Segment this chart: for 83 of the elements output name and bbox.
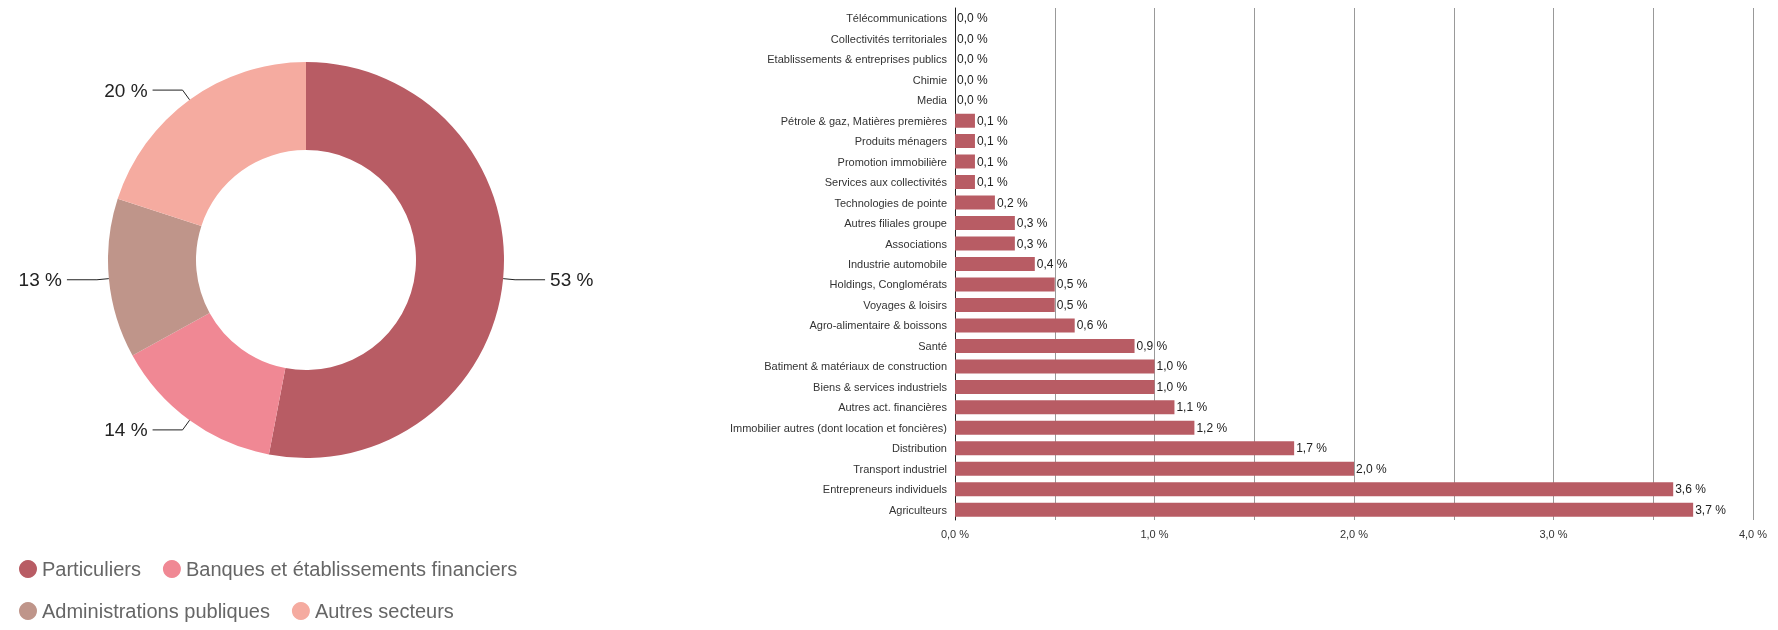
y-tick-label: Immobilier autres (dont location et foncières) [729,421,947,434]
y-tick-label: Distribution [891,442,947,455]
bar [955,134,975,149]
y-tick-label: Technologies de pointe [834,196,947,209]
data-label: 0,6 % [1076,318,1108,333]
bar [955,257,1035,271]
bar [955,461,1354,476]
data-label: 0,2 % [996,195,1028,210]
data-label: 0,1 % [976,134,1008,149]
y-tick-label: Associations [885,237,948,250]
data-label: 0,0 % [957,72,989,87]
y-tick-label: Produits ménagers [854,135,948,148]
legend-label: Particuliers [42,558,141,580]
x-tick-label: 3,0 % [1539,527,1568,540]
data-label: 1,0 % [1156,359,1188,374]
bar [955,236,1015,251]
legend-label: Administrations publiques [42,600,270,622]
bar [955,359,1155,374]
y-tick-label: Etablissements & entreprises publics [767,53,948,66]
data-label: 2,0 % [1356,461,1388,476]
data-label: 0,3 % [1016,236,1048,251]
legend-label: Banques et établissements financiers [185,558,518,580]
bar [955,482,1674,497]
data-label: 14 % [104,419,148,441]
y-tick-label: Agro-alimentaire & boissons [809,319,948,332]
y-tick-label: Media [917,94,948,107]
data-label: 3,7 % [1695,502,1727,517]
data-label: 1,0 % [1156,379,1188,394]
bar [955,420,1195,435]
legend-label: Autres secteurs [314,600,454,622]
bar [955,441,1295,456]
bar [955,379,1155,394]
y-tick-label: Pétrole & gaz, Matières premières [780,114,948,127]
bar [955,318,1075,333]
y-tick-label: Promotion immobilière [837,155,947,168]
bar [955,277,1055,292]
bar [955,297,1055,312]
data-label: 0,0 % [957,52,989,67]
y-tick-label: Chimie [912,73,947,86]
data-label: 0,5 % [1056,297,1088,312]
data-label: 1,2 % [1196,420,1228,435]
bar [955,175,975,190]
y-tick-label: Holdings, Conglomérats [829,278,948,291]
y-tick-label: Services aux collectivités [824,176,948,189]
bar [955,338,1135,353]
bar [955,400,1175,415]
data-label: 0,1 % [976,113,1008,128]
data-label: 0,0 % [957,11,989,26]
bar [955,195,995,210]
x-tick-label: 0,0 % [940,527,970,540]
data-label: 0,3 % [1016,216,1048,231]
data-label: 0,4 % [1036,257,1068,271]
data-label: 0,1 % [976,154,1008,169]
data-label: 13 % [18,269,63,291]
x-tick-label: 2,0 % [1339,527,1369,540]
data-label: 0,9 % [1136,338,1168,353]
y-tick-label: Transport industriel [853,462,947,475]
y-tick-label: Biens & services industriels [813,380,948,393]
y-tick-label: Voyages & loisirs [863,298,948,311]
data-label: 1,1 % [1176,400,1208,415]
y-tick-label: Entrepreneurs individuels [822,483,948,496]
data-label: 0,0 % [957,93,989,108]
bar [955,502,1694,517]
y-tick-label: Autres filiales groupe [844,217,947,230]
data-label: 53 % [550,269,594,291]
bar [955,154,975,169]
y-tick-label: Industrie automobile [847,258,947,270]
data-label: 0,0 % [957,31,989,46]
data-label: 20 % [104,79,148,101]
data-label: 0,5 % [1056,277,1088,292]
x-tick-label: 4,0 % [1738,527,1768,540]
y-tick-label: Agriculteurs [888,503,948,516]
data-label: 1,7 % [1296,441,1328,456]
data-label: 0,1 % [976,175,1008,190]
y-tick-label: Santé [918,339,947,352]
y-tick-label: Batiment & matériaux de construction [764,360,947,373]
bar [955,216,1015,231]
bar [955,113,975,128]
y-tick-label: Télécommunications [846,12,948,25]
y-tick-label: Collectivités territoriales [830,32,948,45]
y-tick-label: Autres act. financières [838,401,948,414]
x-tick-label: 1,0 % [1140,527,1169,540]
data-label: 3,6 % [1675,482,1707,497]
